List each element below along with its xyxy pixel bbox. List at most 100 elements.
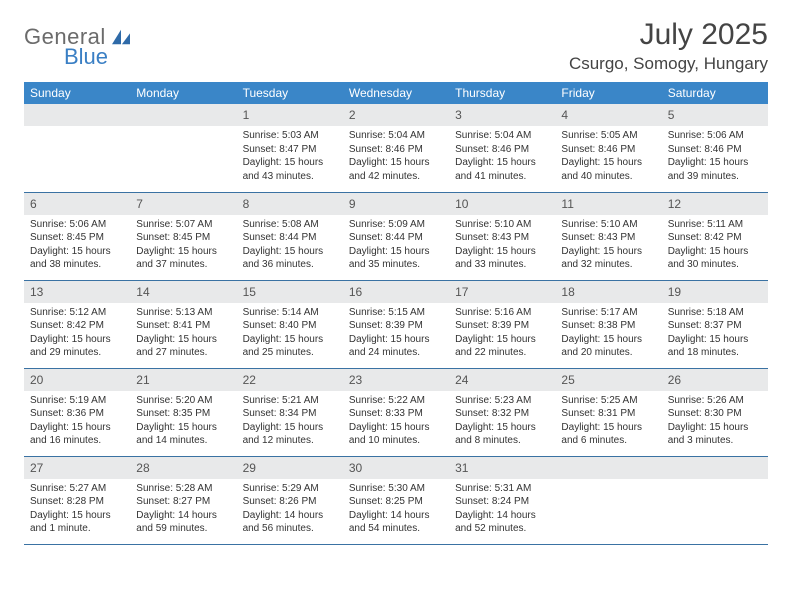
- sunrise-text: Sunrise: 5:09 AM: [349, 218, 443, 232]
- sunrise-text: Sunrise: 5:10 AM: [561, 218, 655, 232]
- month-title: July 2025: [569, 18, 768, 52]
- day-number: 19: [668, 285, 681, 299]
- day-details: Sunrise: 5:22 AMSunset: 8:33 PMDaylight:…: [343, 391, 449, 452]
- day-number: 23: [349, 373, 362, 387]
- day-details: Sunrise: 5:21 AMSunset: 8:34 PMDaylight:…: [237, 391, 343, 452]
- sunset-text: Sunset: 8:34 PM: [243, 407, 337, 421]
- day-details: Sunrise: 5:30 AMSunset: 8:25 PMDaylight:…: [343, 479, 449, 540]
- daylight-text: Daylight: 15 hours and 33 minutes.: [455, 245, 549, 272]
- sunrise-text: Sunrise: 5:13 AM: [136, 306, 230, 320]
- day-cell: .: [130, 104, 236, 192]
- sunset-text: Sunset: 8:42 PM: [668, 231, 762, 245]
- sunrise-text: Sunrise: 5:04 AM: [349, 129, 443, 143]
- week-row: 20 Sunrise: 5:19 AMSunset: 8:36 PMDayligh…: [24, 368, 768, 456]
- daylight-text: Daylight: 14 hours and 56 minutes.: [243, 509, 337, 536]
- sunset-text: Sunset: 8:40 PM: [243, 319, 337, 333]
- sunset-text: Sunset: 8:35 PM: [136, 407, 230, 421]
- day-details: Sunrise: 5:04 AMSunset: 8:46 PMDaylight:…: [449, 126, 555, 187]
- daylight-text: Daylight: 15 hours and 18 minutes.: [668, 333, 762, 360]
- sunrise-text: Sunrise: 5:31 AM: [455, 482, 549, 496]
- day-details: Sunrise: 5:26 AMSunset: 8:30 PMDaylight:…: [662, 391, 768, 452]
- daylight-text: Daylight: 15 hours and 30 minutes.: [668, 245, 762, 272]
- day-cell: 30Sunrise: 5:30 AMSunset: 8:25 PMDayligh…: [343, 456, 449, 544]
- day-cell: 20 Sunrise: 5:19 AMSunset: 8:36 PMDayligh…: [24, 368, 130, 456]
- day-details: Sunrise: 5:12 AMSunset: 8:42 PMDaylight:…: [24, 303, 130, 364]
- day-number: 24: [455, 373, 468, 387]
- sunset-text: Sunset: 8:25 PM: [349, 495, 443, 509]
- daylight-text: Daylight: 15 hours and 1 minute.: [30, 509, 124, 536]
- sunrise-text: Sunrise: 5:16 AM: [455, 306, 549, 320]
- sunset-text: Sunset: 8:46 PM: [455, 143, 549, 157]
- daylight-text: Daylight: 15 hours and 22 minutes.: [455, 333, 549, 360]
- sunrise-text: Sunrise: 5:10 AM: [455, 218, 549, 232]
- day-details: Sunrise: 5:11 AMSunset: 8:42 PMDaylight:…: [662, 215, 768, 276]
- sunset-text: Sunset: 8:41 PM: [136, 319, 230, 333]
- weekday-header: Thursday: [449, 82, 555, 104]
- sunrise-text: Sunrise: 5:12 AM: [30, 306, 124, 320]
- weekday-header: Sunday: [24, 82, 130, 104]
- weekday-header: Wednesday: [343, 82, 449, 104]
- sunset-text: Sunset: 8:27 PM: [136, 495, 230, 509]
- sunset-text: Sunset: 8:33 PM: [349, 407, 443, 421]
- day-number: 31: [455, 461, 468, 475]
- day-cell: 11 Sunrise: 5:10 AMSunset: 8:43 PMDayligh…: [555, 192, 661, 280]
- day-number: 8: [243, 197, 250, 211]
- day-number: 27: [30, 461, 43, 475]
- day-number: 14: [136, 285, 149, 299]
- sunrise-text: Sunrise: 5:14 AM: [243, 306, 337, 320]
- day-details: Sunrise: 5:10 AMSunset: 8:43 PMDaylight:…: [449, 215, 555, 276]
- sunset-text: Sunset: 8:38 PM: [561, 319, 655, 333]
- day-number: 20: [30, 373, 43, 387]
- day-details: Sunrise: 5:31 AMSunset: 8:24 PMDaylight:…: [449, 479, 555, 540]
- day-number: 3: [455, 108, 462, 122]
- sunset-text: Sunset: 8:46 PM: [561, 143, 655, 157]
- daylight-text: Daylight: 15 hours and 41 minutes.: [455, 156, 549, 183]
- sunrise-text: Sunrise: 5:19 AM: [30, 394, 124, 408]
- day-cell: 31 Sunrise: 5:31 AMSunset: 8:24 PMDayligh…: [449, 456, 555, 544]
- day-number: 2: [349, 108, 356, 122]
- daylight-text: Daylight: 15 hours and 16 minutes.: [30, 421, 124, 448]
- day-details: Sunrise: 5:16 AMSunset: 8:39 PMDaylight:…: [449, 303, 555, 364]
- sunrise-text: Sunrise: 5:03 AM: [243, 129, 337, 143]
- day-number: 11: [561, 197, 573, 211]
- day-details: Sunrise: 5:15 AMSunset: 8:39 PMDaylight:…: [343, 303, 449, 364]
- sunset-text: Sunset: 8:43 PM: [561, 231, 655, 245]
- sunrise-text: Sunrise: 5:17 AM: [561, 306, 655, 320]
- day-details: Sunrise: 5:05 AMSunset: 8:46 PMDaylight:…: [555, 126, 661, 187]
- day-cell: 14 Sunrise: 5:13 AMSunset: 8:41 PMDayligh…: [130, 280, 236, 368]
- day-details: Sunrise: 5:07 AMSunset: 8:45 PMDaylight:…: [130, 215, 236, 276]
- day-number: 26: [668, 373, 681, 387]
- day-cell: 22Sunrise: 5:21 AMSunset: 8:34 PMDayligh…: [237, 368, 343, 456]
- day-number: 4: [561, 108, 568, 122]
- daylight-text: Daylight: 14 hours and 52 minutes.: [455, 509, 549, 536]
- day-cell: .: [24, 104, 130, 192]
- sunset-text: Sunset: 8:36 PM: [30, 407, 124, 421]
- day-number: 10: [455, 197, 468, 211]
- header: General Blue July 2025 Csurgo, Somogy, H…: [24, 18, 768, 74]
- sail-icon: [110, 28, 132, 46]
- day-cell: 2Sunrise: 5:04 AMSunset: 8:46 PMDaylight…: [343, 104, 449, 192]
- day-details: Sunrise: 5:13 AMSunset: 8:41 PMDaylight:…: [130, 303, 236, 364]
- day-cell: 19Sunrise: 5:18 AMSunset: 8:37 PMDayligh…: [662, 280, 768, 368]
- sunset-text: Sunset: 8:37 PM: [668, 319, 762, 333]
- day-cell: 28Sunrise: 5:28 AMSunset: 8:27 PMDayligh…: [130, 456, 236, 544]
- day-number: 1: [243, 108, 250, 122]
- sunset-text: Sunset: 8:46 PM: [668, 143, 762, 157]
- day-details: Sunrise: 5:14 AMSunset: 8:40 PMDaylight:…: [237, 303, 343, 364]
- sunrise-text: Sunrise: 5:15 AM: [349, 306, 443, 320]
- sunrise-text: Sunrise: 5:20 AM: [136, 394, 230, 408]
- daylight-text: Daylight: 15 hours and 36 minutes.: [243, 245, 337, 272]
- week-row: 6Sunrise: 5:06 AMSunset: 8:45 PMDaylight…: [24, 192, 768, 280]
- day-details: Sunrise: 5:08 AMSunset: 8:44 PMDaylight:…: [237, 215, 343, 276]
- day-details: Sunrise: 5:27 AMSunset: 8:28 PMDaylight:…: [24, 479, 130, 540]
- daylight-text: Daylight: 15 hours and 25 minutes.: [243, 333, 337, 360]
- daylight-text: Daylight: 15 hours and 42 minutes.: [349, 156, 443, 183]
- sunset-text: Sunset: 8:39 PM: [349, 319, 443, 333]
- sunrise-text: Sunrise: 5:26 AM: [668, 394, 762, 408]
- day-details: Sunrise: 5:10 AMSunset: 8:43 PMDaylight:…: [555, 215, 661, 276]
- title-block: July 2025 Csurgo, Somogy, Hungary: [569, 18, 768, 74]
- day-number: 15: [243, 285, 256, 299]
- sunrise-text: Sunrise: 5:30 AM: [349, 482, 443, 496]
- sunrise-text: Sunrise: 5:28 AM: [136, 482, 230, 496]
- logo-text-2: Blue: [64, 44, 108, 70]
